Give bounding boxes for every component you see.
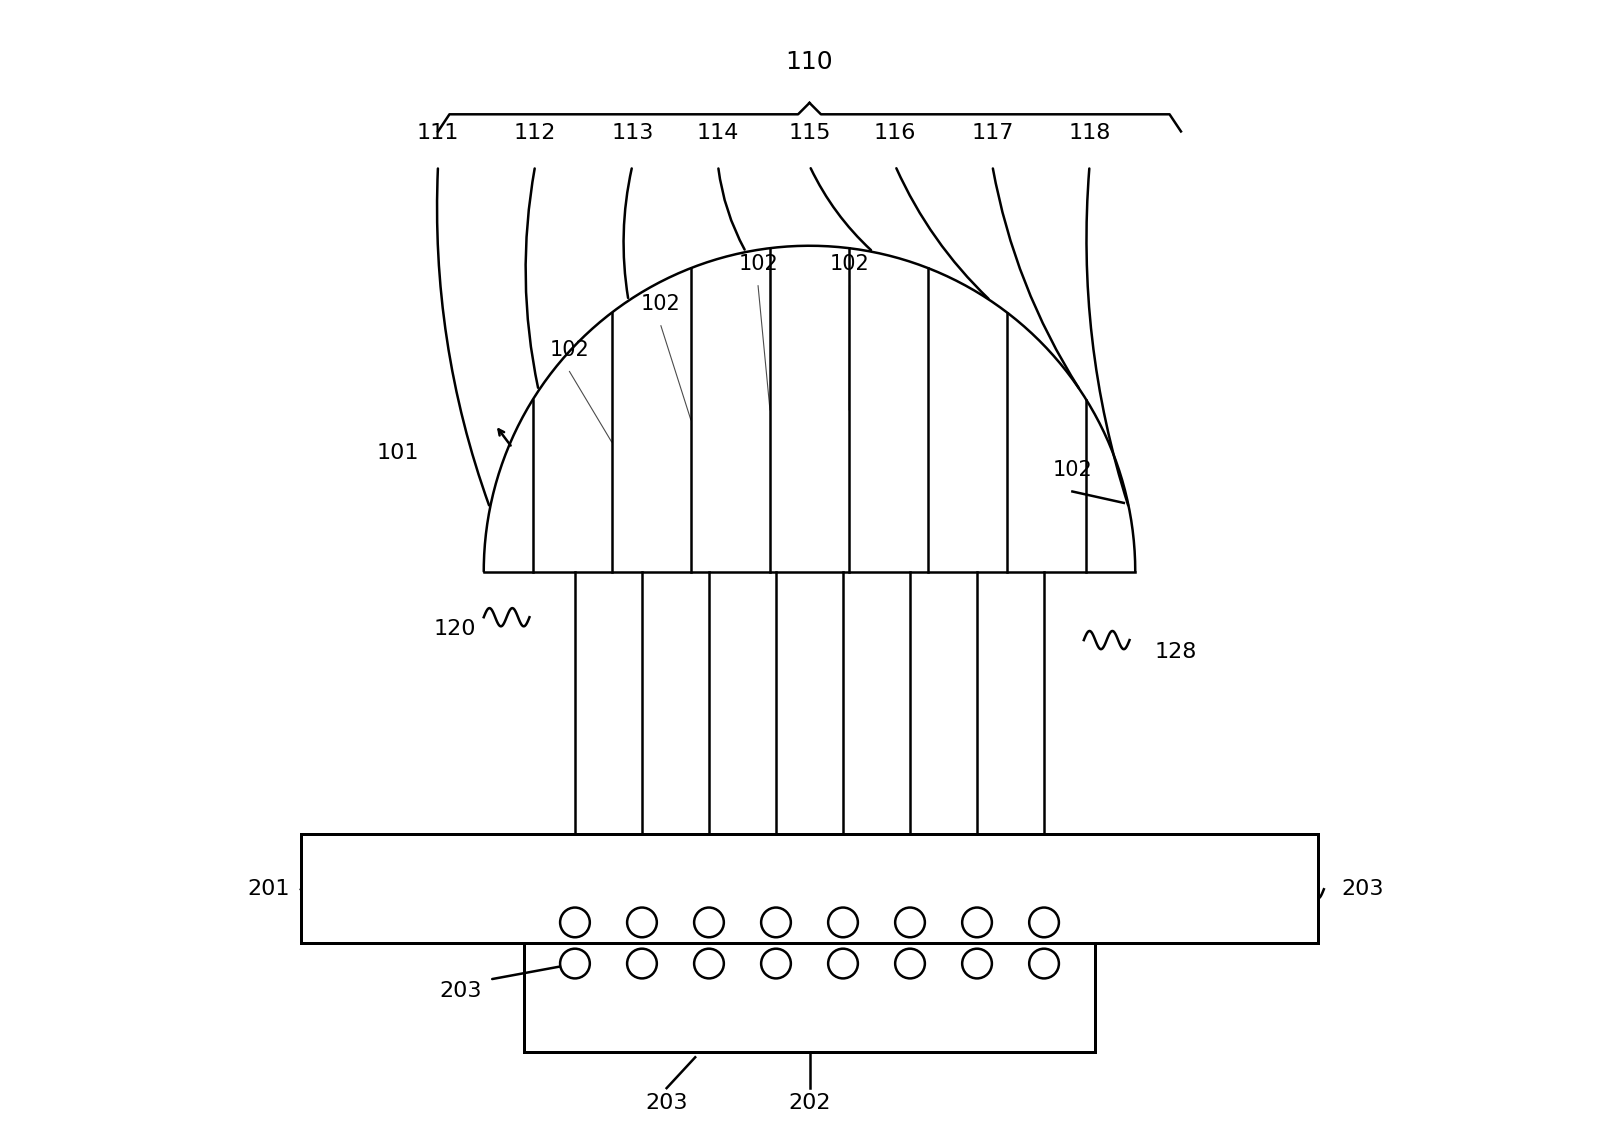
Text: 203: 203 — [440, 981, 482, 1001]
Circle shape — [829, 908, 858, 937]
Circle shape — [695, 908, 724, 937]
Text: 102: 102 — [641, 295, 680, 314]
Circle shape — [560, 949, 589, 978]
Circle shape — [895, 908, 924, 937]
Text: 110: 110 — [785, 50, 834, 74]
Text: 202: 202 — [788, 1093, 831, 1113]
Text: 128: 128 — [1154, 641, 1196, 662]
Circle shape — [560, 908, 589, 937]
Bar — [525, 943, 1094, 1052]
Text: 120: 120 — [434, 618, 476, 639]
Text: 102: 102 — [549, 341, 589, 360]
Text: 115: 115 — [788, 123, 831, 143]
Text: 201: 201 — [248, 879, 290, 900]
Circle shape — [829, 949, 858, 978]
Text: 114: 114 — [696, 123, 740, 143]
Circle shape — [1030, 908, 1059, 937]
Circle shape — [627, 949, 657, 978]
Text: 116: 116 — [874, 123, 916, 143]
Text: 102: 102 — [738, 255, 779, 274]
Circle shape — [962, 949, 992, 978]
Circle shape — [761, 908, 790, 937]
Text: 101: 101 — [377, 443, 419, 463]
Text: 203: 203 — [1341, 879, 1384, 900]
Text: 111: 111 — [416, 123, 460, 143]
Circle shape — [761, 949, 790, 978]
Text: 102: 102 — [829, 255, 869, 274]
Text: 112: 112 — [513, 123, 557, 143]
Bar — [301, 834, 1318, 943]
Circle shape — [627, 908, 657, 937]
Circle shape — [695, 949, 724, 978]
Circle shape — [962, 908, 992, 937]
Circle shape — [1030, 949, 1059, 978]
Text: 118: 118 — [1069, 123, 1111, 143]
Text: 102: 102 — [1052, 461, 1093, 480]
Circle shape — [895, 949, 924, 978]
Text: 203: 203 — [646, 1093, 688, 1113]
Text: 113: 113 — [610, 123, 654, 143]
Text: 117: 117 — [971, 123, 1013, 143]
